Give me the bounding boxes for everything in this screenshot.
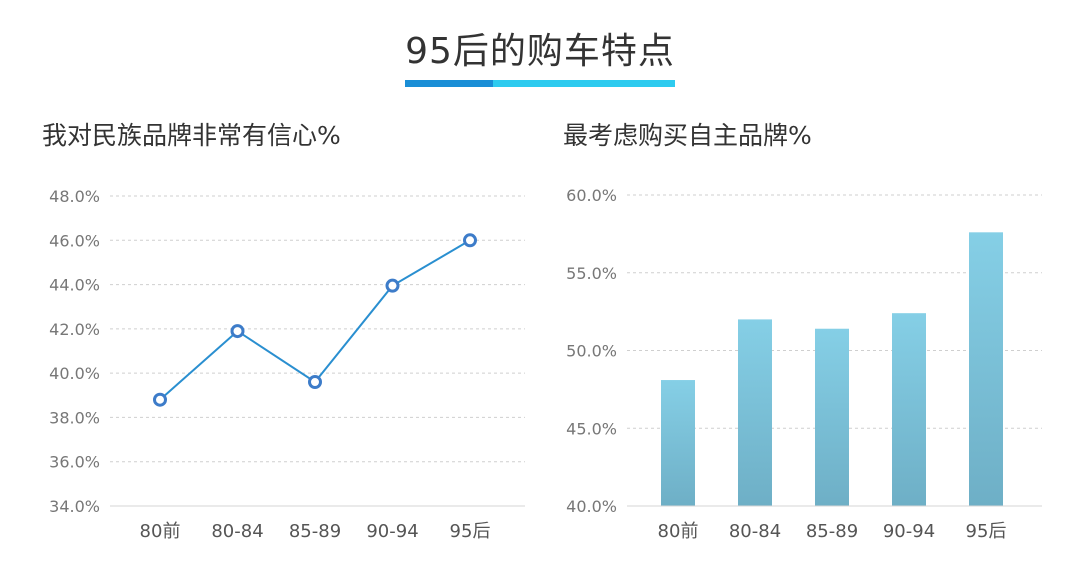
x-tick-label: 85-89: [806, 521, 858, 542]
x-tick-label: 90-94: [366, 521, 418, 542]
y-tick-label: 42.0%: [49, 320, 100, 339]
y-tick-label: 38.0%: [49, 408, 100, 427]
y-tick-label: 45.0%: [566, 419, 617, 438]
x-tick-label: 80前: [140, 521, 181, 542]
title-underline: [405, 80, 675, 87]
x-tick-label: 95后: [966, 521, 1007, 542]
y-tick-label: 36.0%: [49, 453, 100, 472]
data-point: [153, 392, 167, 407]
line-chart-title: 我对民族品牌非常有信心%: [42, 121, 341, 150]
x-tick-label: 80-84: [211, 521, 263, 542]
bar-chart: 40.0% 45.0% 50.0% 55.0% 60.0% 80前 80-84 85-89 90…: [566, 186, 1042, 542]
bar: [969, 232, 1003, 506]
y-tick-label: 46.0%: [49, 231, 100, 250]
data-point: [385, 278, 400, 293]
x-tick-label: 80前: [658, 521, 699, 542]
y-tick-label: 44.0%: [49, 276, 100, 295]
data-point: [308, 375, 322, 389]
y-tick-label: 48.0%: [49, 187, 100, 206]
y-tick-label: 40.0%: [566, 497, 617, 516]
bar: [738, 319, 772, 506]
y-tick-label: 55.0%: [566, 264, 617, 283]
line-chart: 34.0% 36.0% 38.0% 40.0% 42.0% 44.0% 46.0% 48.0%…: [49, 187, 525, 542]
page-title: 95后的购车特点: [405, 31, 675, 72]
bar: [815, 328, 849, 506]
x-tick-label: 90-94: [883, 521, 935, 542]
y-tick-label: 34.0%: [49, 497, 100, 516]
bar: [661, 380, 695, 506]
y-tick-label: 40.0%: [49, 364, 100, 383]
bar-chart-title: 最考虑购买自主品牌%: [563, 121, 812, 150]
y-tick-label: 60.0%: [566, 186, 617, 205]
bar: [892, 313, 926, 506]
title-underline-light: [493, 80, 675, 87]
x-tick-label: 85-89: [289, 521, 341, 542]
x-tick-label: 95后: [450, 521, 491, 542]
x-tick-label: 80-84: [729, 521, 781, 542]
y-tick-label: 50.0%: [566, 342, 617, 361]
title-underline-dark: [405, 80, 493, 87]
data-point: [463, 233, 477, 248]
data-point: [230, 324, 245, 339]
